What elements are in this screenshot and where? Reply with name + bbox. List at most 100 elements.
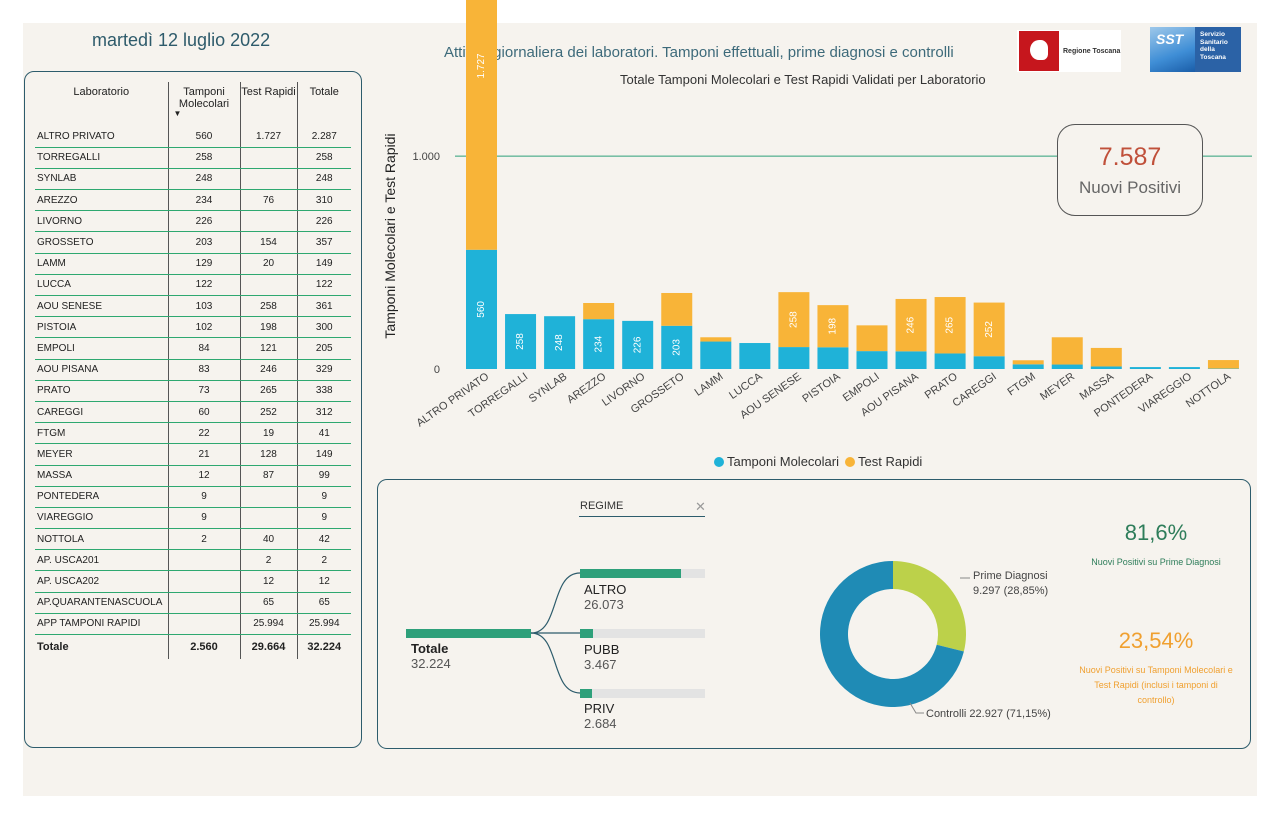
table-row[interactable]: SYNLAB 248 248: [35, 168, 351, 191]
branch-bar-altro[interactable]: [580, 569, 705, 578]
cell-value: 121: [240, 337, 298, 360]
branch-bar-pubb[interactable]: [580, 629, 705, 638]
donut-slice-prime-diagnosi: [893, 561, 966, 652]
cell-laboratorio: NOTTOLA: [35, 528, 169, 551]
cell-value: 103: [168, 295, 241, 318]
col-header-totale[interactable]: Totale: [309, 86, 339, 98]
data-label-rapidi: 258: [789, 311, 800, 328]
kpi-tamponi-value: 23,54%: [1118, 628, 1194, 653]
cell-value: [240, 168, 298, 191]
total-value: 2.560: [168, 634, 241, 659]
legend-item-rapidi[interactable]: Test Rapidi: [845, 454, 922, 469]
data-label-rapidi: 198: [828, 317, 839, 334]
bar-molecolari: [466, 249, 497, 369]
branch-value-pubb: 3.467: [584, 657, 617, 672]
cell-value: 329: [297, 359, 351, 381]
regime-panel: [377, 479, 1251, 749]
branch-name-altro: ALTRO: [584, 582, 627, 597]
branch-value-priv: 2.684: [584, 716, 617, 731]
chart-title: Totale Tamponi Molecolari e Test Rapidi …: [620, 72, 986, 87]
cell-value: 20: [240, 253, 298, 275]
table-row[interactable]: AREZZO 234 76 310: [35, 189, 351, 212]
cell-laboratorio: MASSA: [35, 465, 169, 487]
table-row[interactable]: EMPOLI 84 121 205: [35, 337, 351, 360]
cell-value: 300: [297, 316, 351, 339]
cell-laboratorio: FTGM: [35, 422, 169, 445]
bar-molecolari: [1129, 367, 1161, 369]
data-label-rapidi: 265: [945, 316, 956, 333]
total-value: 29.664: [240, 634, 298, 659]
cell-value: 25.994: [297, 613, 351, 636]
table-row[interactable]: CAREGGI 60 252 312: [35, 401, 351, 424]
cell-value: 9: [297, 486, 351, 508]
cell-laboratorio: GROSSETO: [35, 231, 169, 254]
sort-desc-icon: ▼: [173, 109, 182, 118]
tree-link: [530, 632, 581, 694]
clear-filter-icon[interactable]: ✕: [695, 499, 706, 514]
total-value: 32.224: [307, 640, 342, 653]
table-row[interactable]: APP TAMPONI RAPIDI 25.994 25.994: [35, 613, 351, 636]
col-header-molecolari[interactable]: Tamponi Molecolari ▼: [168, 82, 241, 126]
table-row[interactable]: VIAREGGIO 9 9: [35, 507, 351, 530]
pegasus-flag-icon: [1019, 31, 1059, 71]
bar-molecolari: [622, 320, 654, 369]
cell-value: 338: [297, 380, 351, 402]
table-row[interactable]: PRATO 73 265 338: [35, 380, 351, 402]
total-name: Totale: [411, 641, 449, 656]
bar-rapidi: [778, 292, 810, 348]
kpi-tamponi-label: Nuovi Positivi su Tamponi Molecolari e T…: [1079, 665, 1233, 705]
cell-value: 248: [297, 168, 351, 191]
cell-value: [168, 549, 241, 572]
cell-value: 60: [168, 401, 241, 424]
cell-value: 205: [297, 337, 351, 360]
table-row[interactable]: AOU SENESE 103 258 361: [35, 295, 351, 318]
cell-laboratorio: LUCCA: [35, 274, 169, 297]
table-row[interactable]: AOU PISANA 83 246 329: [35, 359, 351, 381]
table-row[interactable]: TORREGALLI 258 258: [35, 147, 351, 169]
cell-value: 361: [297, 295, 351, 318]
table-row[interactable]: AP.QUARANTENASCUOLA 65 65: [35, 592, 351, 614]
col-header-laboratorio[interactable]: Laboratorio: [35, 82, 169, 126]
donut-label-controlli: Controlli 22.927 (71,15%): [926, 708, 1051, 720]
cell-value: 2: [297, 549, 351, 572]
table-row[interactable]: LUCCA 122 122: [35, 274, 351, 297]
table-row[interactable]: NOTTOLA 2 40 42: [35, 528, 351, 551]
table-row[interactable]: LIVORNO 226 226: [35, 210, 351, 233]
cell-value: 149: [297, 443, 351, 466]
bar-rapidi: [817, 305, 849, 348]
y-tick-label: 1.000: [412, 151, 440, 163]
bar-rapidi: [934, 297, 966, 354]
table-row[interactable]: LAMM 129 20 149: [35, 253, 351, 275]
cell-laboratorio: AOU PISANA: [35, 359, 169, 381]
cell-value: 258: [240, 295, 298, 318]
cell-value: 65: [240, 592, 298, 614]
cell-value: 73: [168, 380, 241, 402]
table-row[interactable]: MASSA 12 87 99: [35, 465, 351, 487]
cell-value: 258: [297, 147, 351, 169]
tree-link: [530, 572, 581, 634]
cell-value: [168, 592, 241, 614]
col-header-rapidi[interactable]: Test Rapidi: [240, 82, 298, 126]
bar-rapidi: [466, 0, 497, 250]
table-row[interactable]: MEYER 21 128 149: [35, 443, 351, 466]
total-bar[interactable]: [406, 629, 531, 638]
regime-filter-label[interactable]: REGIME: [580, 500, 624, 512]
cell-laboratorio: PRATO: [35, 380, 169, 402]
legend-dot-icon: [714, 456, 724, 467]
branch-bar-priv[interactable]: [580, 689, 705, 698]
cell-value: 226: [168, 210, 241, 233]
donut-slice-controlli: [819, 561, 964, 707]
table-row[interactable]: AP. USCA202 12 12: [35, 570, 351, 593]
table-row[interactable]: FTGM 22 19 41: [35, 422, 351, 445]
legend-item-molecolari[interactable]: Tamponi Molecolari: [714, 454, 839, 469]
cell-value: 2: [240, 549, 298, 572]
table-row[interactable]: ALTRO PRIVATO 560 1.727 2.287: [35, 126, 351, 148]
cell-value: 258: [168, 147, 241, 169]
nuovi-positivi-card: 7.587 Nuovi Positivi: [1057, 124, 1203, 216]
table-row[interactable]: PISTOIA 102 198 300: [35, 316, 351, 339]
table-row[interactable]: GROSSETO 203 154 357: [35, 231, 351, 254]
table-row[interactable]: AP. USCA201 2 2: [35, 549, 351, 572]
bar-molecolari: [739, 343, 771, 369]
table-row[interactable]: PONTEDERA 9 9: [35, 486, 351, 508]
bar-molecolari: [934, 353, 966, 369]
